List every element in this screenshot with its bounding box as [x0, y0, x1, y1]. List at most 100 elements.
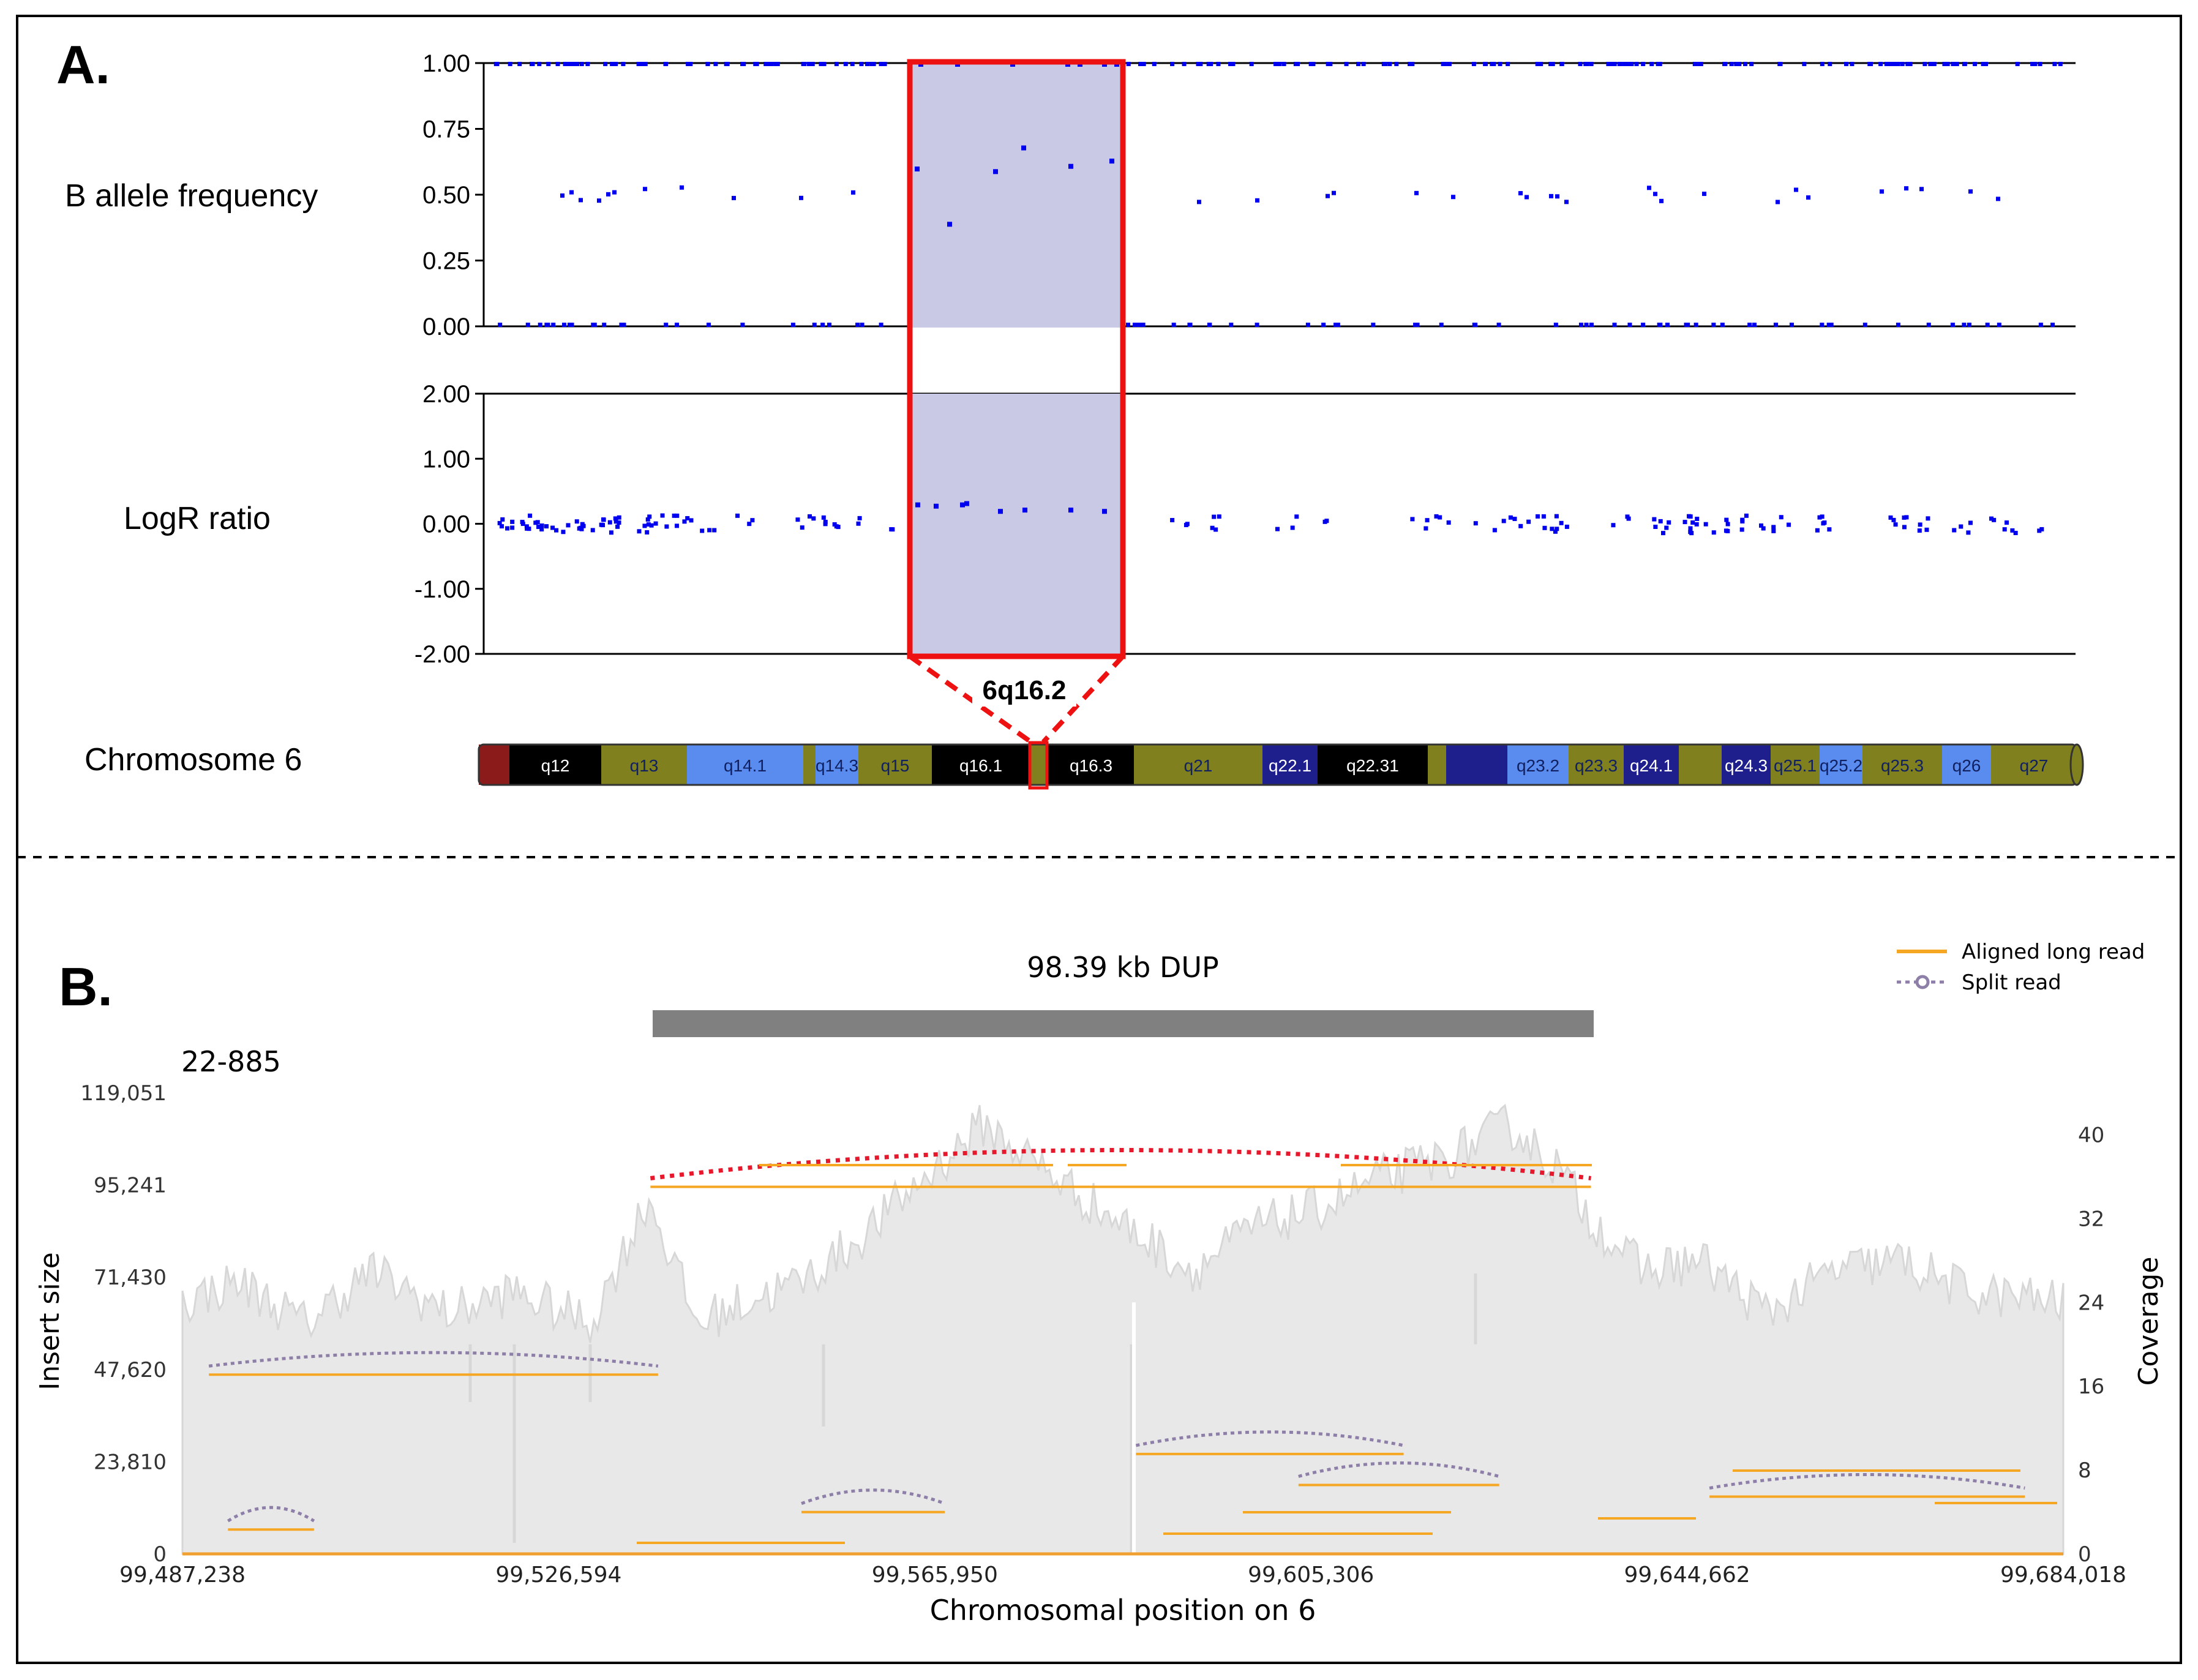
logr-point: [1661, 531, 1666, 536]
chromosome-band: [1820, 744, 1862, 785]
baf-point: [1273, 62, 1278, 66]
logr-point: [1822, 520, 1827, 525]
dup-split-arc: [650, 1147, 1591, 1180]
logr-point: [823, 522, 828, 527]
baf-point: [592, 323, 597, 327]
logr-point: [1989, 516, 1994, 521]
baf-point: [1698, 62, 1703, 66]
split-read-arc: [227, 1506, 315, 1523]
logr-point: [795, 517, 800, 522]
chromosome-band: [1048, 744, 1134, 785]
highlight-region-logr: [911, 394, 1122, 655]
baf-point: [1135, 323, 1140, 327]
logr-point: [700, 528, 705, 533]
chromosome-title: Chromosome 6: [84, 742, 302, 778]
logr-point: [510, 525, 515, 530]
baf-point: [1498, 62, 1502, 66]
zoom-box-band: [1028, 741, 1049, 790]
baf-point: [2050, 323, 2055, 327]
logr-point: [1425, 518, 1430, 523]
baf-point: [567, 323, 572, 327]
baf-point: [1293, 62, 1298, 66]
baf-point: [725, 62, 730, 66]
baf-point: [1333, 323, 1338, 327]
baf-plot: 1.00 0.75 0.50 0.25 0.00: [422, 50, 2076, 340]
baf-point: [2038, 62, 2042, 66]
logr-point: [505, 526, 510, 531]
baf-point: [1444, 62, 1449, 66]
logr-point: [1759, 523, 1764, 528]
baf-point: [754, 62, 759, 66]
baf-point: [603, 62, 608, 66]
logr-point: [1611, 523, 1616, 528]
baf-point: [1472, 323, 1477, 327]
baf-point: [799, 195, 803, 200]
baf-point: [2033, 62, 2038, 66]
chromosome-band: [1428, 744, 1446, 785]
baf-point: [562, 323, 567, 327]
logr-point: [1902, 525, 1907, 530]
baf-point: [1973, 62, 1978, 66]
baf-point: [806, 62, 811, 66]
logr-point: [1725, 522, 1730, 527]
baf-point: [740, 62, 745, 66]
baf-point: [1684, 323, 1689, 327]
logr-point: [1518, 523, 1523, 528]
logr-point: [1682, 520, 1687, 525]
baf-point: [822, 62, 827, 66]
logr-point: [674, 523, 679, 528]
baf-point: [1328, 62, 1333, 66]
coverage-plot: 0 23,810 47,620 71,430 95,241 119,051 0 8 16 24 32…: [80, 1081, 2126, 1588]
logr-point: [615, 524, 620, 529]
baf-point: [1905, 62, 1910, 66]
baf-point: [606, 192, 610, 197]
baf-tick-label: 0.50: [422, 182, 470, 209]
baf-point: [879, 62, 883, 66]
baf-point: [1170, 62, 1175, 66]
chromosome-band: [816, 744, 858, 785]
baf-point: [1198, 62, 1203, 66]
baf-point: [1922, 62, 1927, 66]
baf-point: [1216, 62, 1221, 66]
chromosome-band-label: q23.3: [1575, 756, 1618, 775]
logr-point: [1952, 528, 1957, 533]
logr-point: [1703, 522, 1708, 527]
baf-point: [1539, 62, 1543, 66]
baf-point: [546, 62, 551, 66]
logr-point: [1771, 525, 1776, 530]
baf-point: [1634, 62, 1639, 66]
x-tick-label: 99,605,306: [1248, 1562, 1374, 1588]
baf-point: [1962, 62, 1967, 66]
logr-point: [1893, 522, 1898, 527]
logr-point: [2002, 527, 2007, 532]
baf-point: [1371, 323, 1376, 327]
baf-point: [1962, 323, 1967, 327]
baf-point: [713, 62, 718, 66]
right-tick-label: 32: [2078, 1207, 2104, 1231]
panel-a-label: A.: [56, 34, 110, 95]
chromosome-end-cap: [2069, 743, 2084, 786]
logr-point: [1290, 525, 1295, 530]
baf-point: [1997, 323, 2001, 327]
baf-point: [579, 198, 583, 203]
baf-point: [1228, 62, 1233, 66]
baf-point: [1441, 62, 1446, 66]
baf-title: B allele frequency: [65, 178, 318, 214]
baf-point: [1904, 186, 1908, 191]
logr-highlight-point: [998, 509, 1003, 514]
logr-point: [646, 522, 651, 527]
baf-point: [1694, 62, 1698, 66]
baf-point: [1659, 198, 1664, 203]
baf-point: [1829, 323, 1834, 327]
logr-point: [1275, 527, 1280, 531]
baf-point: [1387, 62, 1392, 66]
x-tick-label: 99,526,594: [495, 1562, 621, 1588]
baf-point: [1794, 187, 1798, 192]
baf-point: [1559, 62, 1564, 66]
logr-point: [1473, 521, 1478, 526]
logr-point: [1688, 526, 1693, 531]
baf-point: [843, 62, 848, 66]
baf-point: [569, 190, 574, 195]
logr-point: [649, 523, 654, 528]
baf-point: [820, 323, 825, 327]
